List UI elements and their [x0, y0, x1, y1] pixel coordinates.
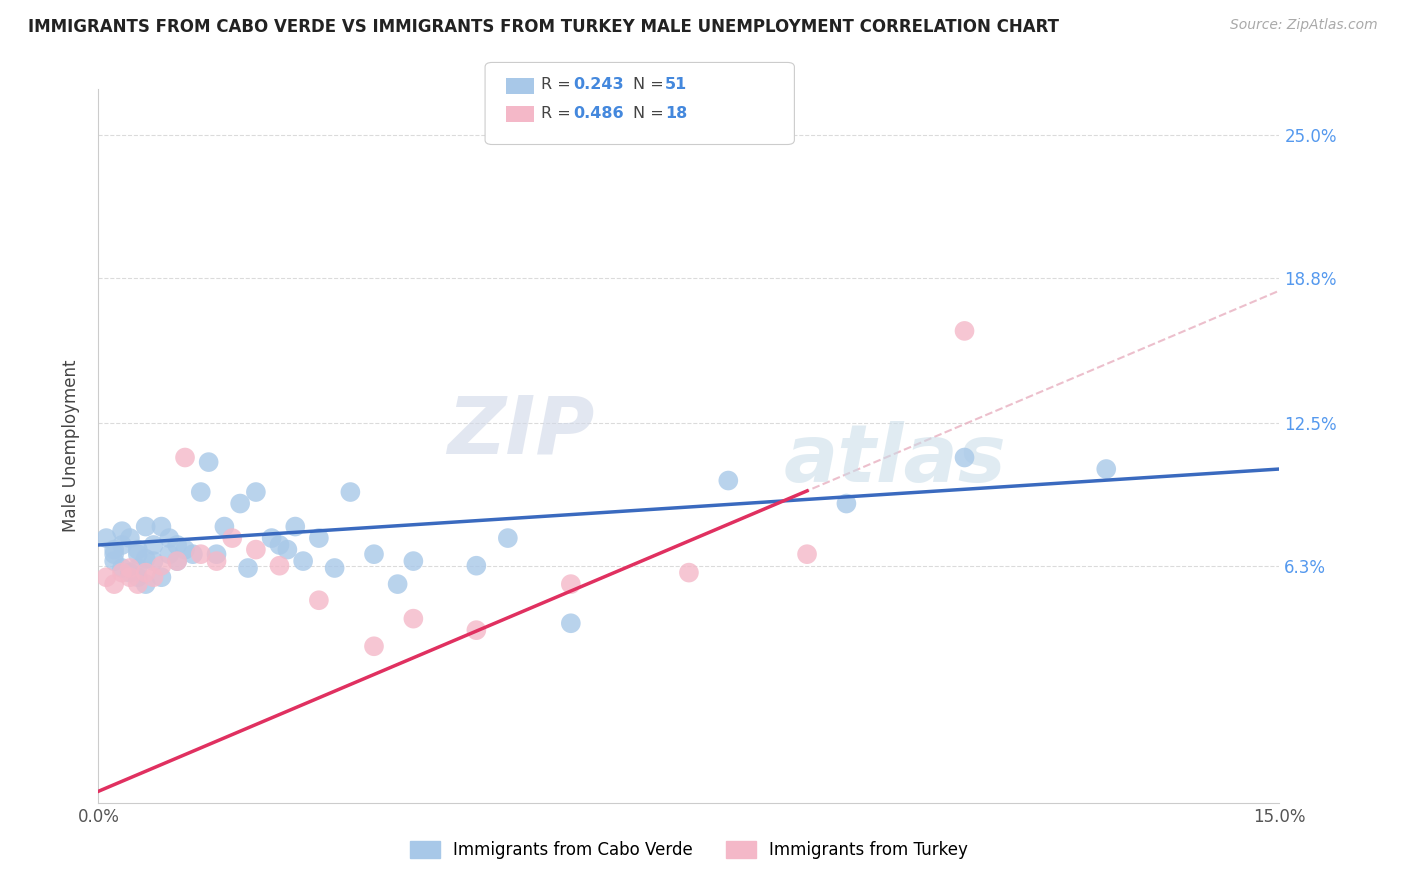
Point	[402, 554, 425, 568]
Point	[197, 455, 219, 469]
Point	[135, 519, 157, 533]
Text: 0.486: 0.486	[574, 106, 624, 120]
Point	[214, 519, 236, 533]
Point	[245, 542, 267, 557]
Point	[363, 547, 385, 561]
Text: 0.243: 0.243	[574, 78, 624, 92]
Point	[111, 538, 134, 552]
Point	[127, 561, 149, 575]
Point	[560, 577, 582, 591]
Point	[103, 547, 125, 561]
Point	[284, 519, 307, 533]
Text: IMMIGRANTS FROM CABO VERDE VS IMMIGRANTS FROM TURKEY MALE UNEMPLOYMENT CORRELATI: IMMIGRANTS FROM CABO VERDE VS IMMIGRANTS…	[28, 18, 1059, 36]
Point	[166, 554, 188, 568]
Point	[157, 547, 180, 561]
Point	[308, 531, 330, 545]
Point	[142, 554, 165, 568]
Point	[260, 531, 283, 545]
Point	[835, 497, 858, 511]
Point	[118, 570, 141, 584]
Point	[496, 531, 519, 545]
Point	[142, 538, 165, 552]
Point	[150, 519, 173, 533]
Point	[953, 324, 976, 338]
Point	[560, 616, 582, 631]
Point	[181, 547, 204, 561]
Point	[103, 554, 125, 568]
Point	[269, 538, 291, 552]
Text: N =: N =	[633, 106, 669, 120]
Point	[127, 542, 149, 557]
Point	[127, 547, 149, 561]
Point	[245, 485, 267, 500]
Point	[174, 542, 197, 557]
Point	[118, 531, 141, 545]
Point	[111, 566, 134, 580]
Point	[135, 551, 157, 566]
Point	[402, 612, 425, 626]
Point	[276, 542, 298, 557]
Point	[339, 485, 361, 500]
Point	[142, 570, 165, 584]
Point	[308, 593, 330, 607]
Point	[269, 558, 291, 573]
Text: 18: 18	[665, 106, 688, 120]
Text: ZIP: ZIP	[447, 392, 595, 471]
Text: R =: R =	[541, 106, 576, 120]
Text: R =: R =	[541, 78, 576, 92]
Point	[205, 554, 228, 568]
Point	[678, 566, 700, 580]
Point	[96, 531, 118, 545]
Point	[1095, 462, 1118, 476]
Point	[157, 531, 180, 545]
Text: N =: N =	[633, 78, 669, 92]
Point	[111, 561, 134, 575]
Y-axis label: Male Unemployment: Male Unemployment	[62, 359, 80, 533]
Point	[111, 524, 134, 538]
Point	[135, 577, 157, 591]
Point	[150, 558, 173, 573]
Point	[118, 566, 141, 580]
Point	[127, 577, 149, 591]
Point	[796, 547, 818, 561]
Point	[717, 474, 740, 488]
Legend: Immigrants from Cabo Verde, Immigrants from Turkey: Immigrants from Cabo Verde, Immigrants f…	[404, 834, 974, 866]
Point	[205, 547, 228, 561]
Point	[465, 623, 488, 637]
Point	[221, 531, 243, 545]
Point	[103, 542, 125, 557]
Point	[190, 485, 212, 500]
Text: Source: ZipAtlas.com: Source: ZipAtlas.com	[1230, 18, 1378, 32]
Point	[150, 570, 173, 584]
Point	[135, 566, 157, 580]
Point	[387, 577, 409, 591]
Point	[363, 640, 385, 654]
Point	[292, 554, 315, 568]
Text: atlas: atlas	[783, 421, 1007, 500]
Point	[118, 561, 141, 575]
Text: 51: 51	[665, 78, 688, 92]
Point	[190, 547, 212, 561]
Point	[465, 558, 488, 573]
Point	[953, 450, 976, 465]
Point	[323, 561, 346, 575]
Point	[174, 450, 197, 465]
Point	[229, 497, 252, 511]
Point	[127, 570, 149, 584]
Point	[166, 554, 188, 568]
Point	[103, 577, 125, 591]
Point	[96, 570, 118, 584]
Point	[236, 561, 259, 575]
Point	[166, 538, 188, 552]
